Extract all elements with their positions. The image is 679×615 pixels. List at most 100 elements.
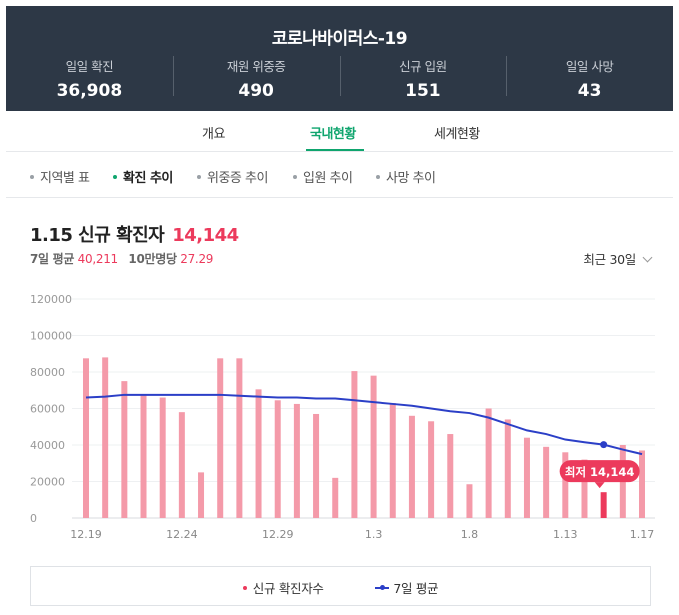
chart-title-text: 1.15 신규 확진자 (30, 225, 165, 246)
subtab-label: 입원 추이 (303, 171, 353, 186)
bullet-icon (30, 174, 34, 179)
subtab-death-trend[interactable]: 사망 추이 (376, 167, 436, 186)
callout-label: 최저 14,144 (565, 465, 635, 479)
tab-overview[interactable]: 개요 (202, 127, 225, 142)
y-axis-ticks: 0 20000 40000 60000 80000 100000 120000 (30, 293, 72, 525)
stat-value: 151 (405, 81, 441, 101)
per-capita-label: 10만명당 (128, 252, 177, 266)
stat-new-admissions: 신규 입원 151 (339, 56, 507, 101)
subtab-critical-trend[interactable]: 위중증 추이 (197, 167, 268, 186)
bar (236, 358, 243, 518)
sub-tabs: 지역별 표 확진 추이 위중증 추이 입원 추이 사망 추이 (6, 152, 673, 198)
bar (543, 446, 550, 518)
stat-value: 490 (238, 81, 274, 101)
subtab-admission-trend[interactable]: 입원 추이 (293, 167, 353, 186)
stat-value: 43 (577, 81, 602, 101)
bar (389, 403, 396, 518)
bullet-icon (197, 174, 201, 179)
bullet-icon (293, 174, 297, 179)
subtab-label: 위중증 추이 (207, 171, 268, 186)
period-label: 최근 30일 (583, 252, 636, 267)
page-title: 코로나바이러스-19 (271, 29, 408, 49)
tab-world[interactable]: 세계현황 (434, 127, 480, 142)
stat-label: 재원 위중증 (226, 59, 286, 74)
x-tick-label: 1.17 (630, 528, 655, 541)
avg-line (85, 393, 643, 456)
bar (255, 389, 262, 518)
subtab-label: 지역별 표 (40, 171, 90, 186)
subtab-confirmed-trend[interactable]: 확진 추이 (113, 167, 173, 186)
chevron-down-icon (642, 252, 653, 263)
callout-bubble (559, 460, 640, 483)
bar (485, 408, 492, 518)
bar (408, 415, 415, 518)
x-tick-label: 1.8 (461, 528, 479, 541)
legend-item-line: 7일 평균 (375, 578, 439, 597)
bar (274, 400, 281, 518)
y-tick-label: 80000 (30, 366, 65, 379)
avg-label: 7일 평균 (30, 252, 75, 266)
chart-title-value: 14,144 (172, 225, 239, 246)
x-tick-label: 12.29 (262, 528, 294, 541)
stat-label: 일일 사망 (565, 59, 614, 74)
x-tick-label: 1.3 (365, 528, 383, 541)
bar (217, 358, 224, 518)
x-tick-label: 1.13 (553, 528, 578, 541)
y-tick-label: 100000 (30, 330, 72, 343)
main-tabs: 개요 국내현황 세계현황 (6, 111, 673, 152)
active-tab-indicator (306, 149, 364, 151)
bullet-icon (113, 174, 117, 179)
bar (562, 452, 569, 518)
legend-item-bars: 신규 확진자수 (242, 578, 324, 597)
avg-value: 40,211 (77, 252, 119, 266)
stat-label: 신규 입원 (399, 59, 447, 74)
bar (293, 403, 300, 518)
legend-label: 7일 평균 (393, 581, 439, 596)
bar (159, 397, 166, 518)
period-select[interactable]: 최근 30일 (583, 249, 653, 268)
summary-stats: 일일 확진 36,908 재원 위중증 490 신규 입원 151 일일 사망 … (6, 56, 673, 101)
bar (198, 472, 205, 518)
bar (466, 484, 473, 518)
header: 코로나바이러스-19 일일 확진 36,908 재원 위중증 490 신규 입원… (6, 6, 673, 111)
x-tick-label: 12.24 (166, 528, 198, 541)
avg-line-series (85, 393, 643, 456)
bar (140, 394, 147, 518)
legend-line-icon (375, 584, 390, 590)
stat-critical: 재원 위중증 490 (172, 56, 340, 101)
tab-domestic[interactable]: 국내현황 (310, 127, 356, 142)
min-callout: 최저 14,144 (559, 460, 640, 489)
legend-dot-icon (242, 585, 247, 590)
bar (639, 450, 645, 518)
bar (523, 437, 530, 518)
bar (83, 358, 89, 518)
bar (581, 459, 588, 518)
chart-title: 1.15 신규 확진자 14,144 (30, 221, 239, 247)
bar (600, 492, 607, 518)
bar (102, 357, 109, 518)
bar (447, 434, 454, 518)
subtab-label: 사망 추이 (386, 171, 436, 186)
per-capita-value: 27.29 (180, 252, 214, 266)
legend-label: 신규 확진자수 (252, 581, 324, 596)
chart-subtitle: 7일 평균 40,211 10만명당 27.29 (30, 250, 213, 267)
bar (313, 413, 320, 518)
y-tick-label: 20000 (30, 476, 65, 489)
stat-daily-deaths: 일일 사망 43 (506, 56, 673, 101)
subtab-region-table[interactable]: 지역별 표 (30, 167, 90, 186)
bar (332, 477, 339, 518)
bullet-icon (376, 174, 380, 179)
bar (428, 421, 435, 518)
avg-point (600, 441, 608, 449)
bar (178, 412, 185, 518)
stat-daily-confirmed: 일일 확진 36,908 (6, 56, 173, 101)
bar (504, 419, 511, 518)
subtab-label: 확진 추이 (123, 171, 173, 186)
x-tick-label: 12.19 (70, 528, 102, 541)
y-tick-label: 40000 (30, 439, 65, 452)
chart-legend: 신규 확진자수 7일 평균 (30, 566, 651, 606)
chart-grid (72, 298, 655, 519)
stat-label: 일일 확진 (65, 59, 114, 74)
y-tick-label: 60000 (30, 403, 65, 416)
y-tick-label: 120000 (30, 293, 72, 306)
